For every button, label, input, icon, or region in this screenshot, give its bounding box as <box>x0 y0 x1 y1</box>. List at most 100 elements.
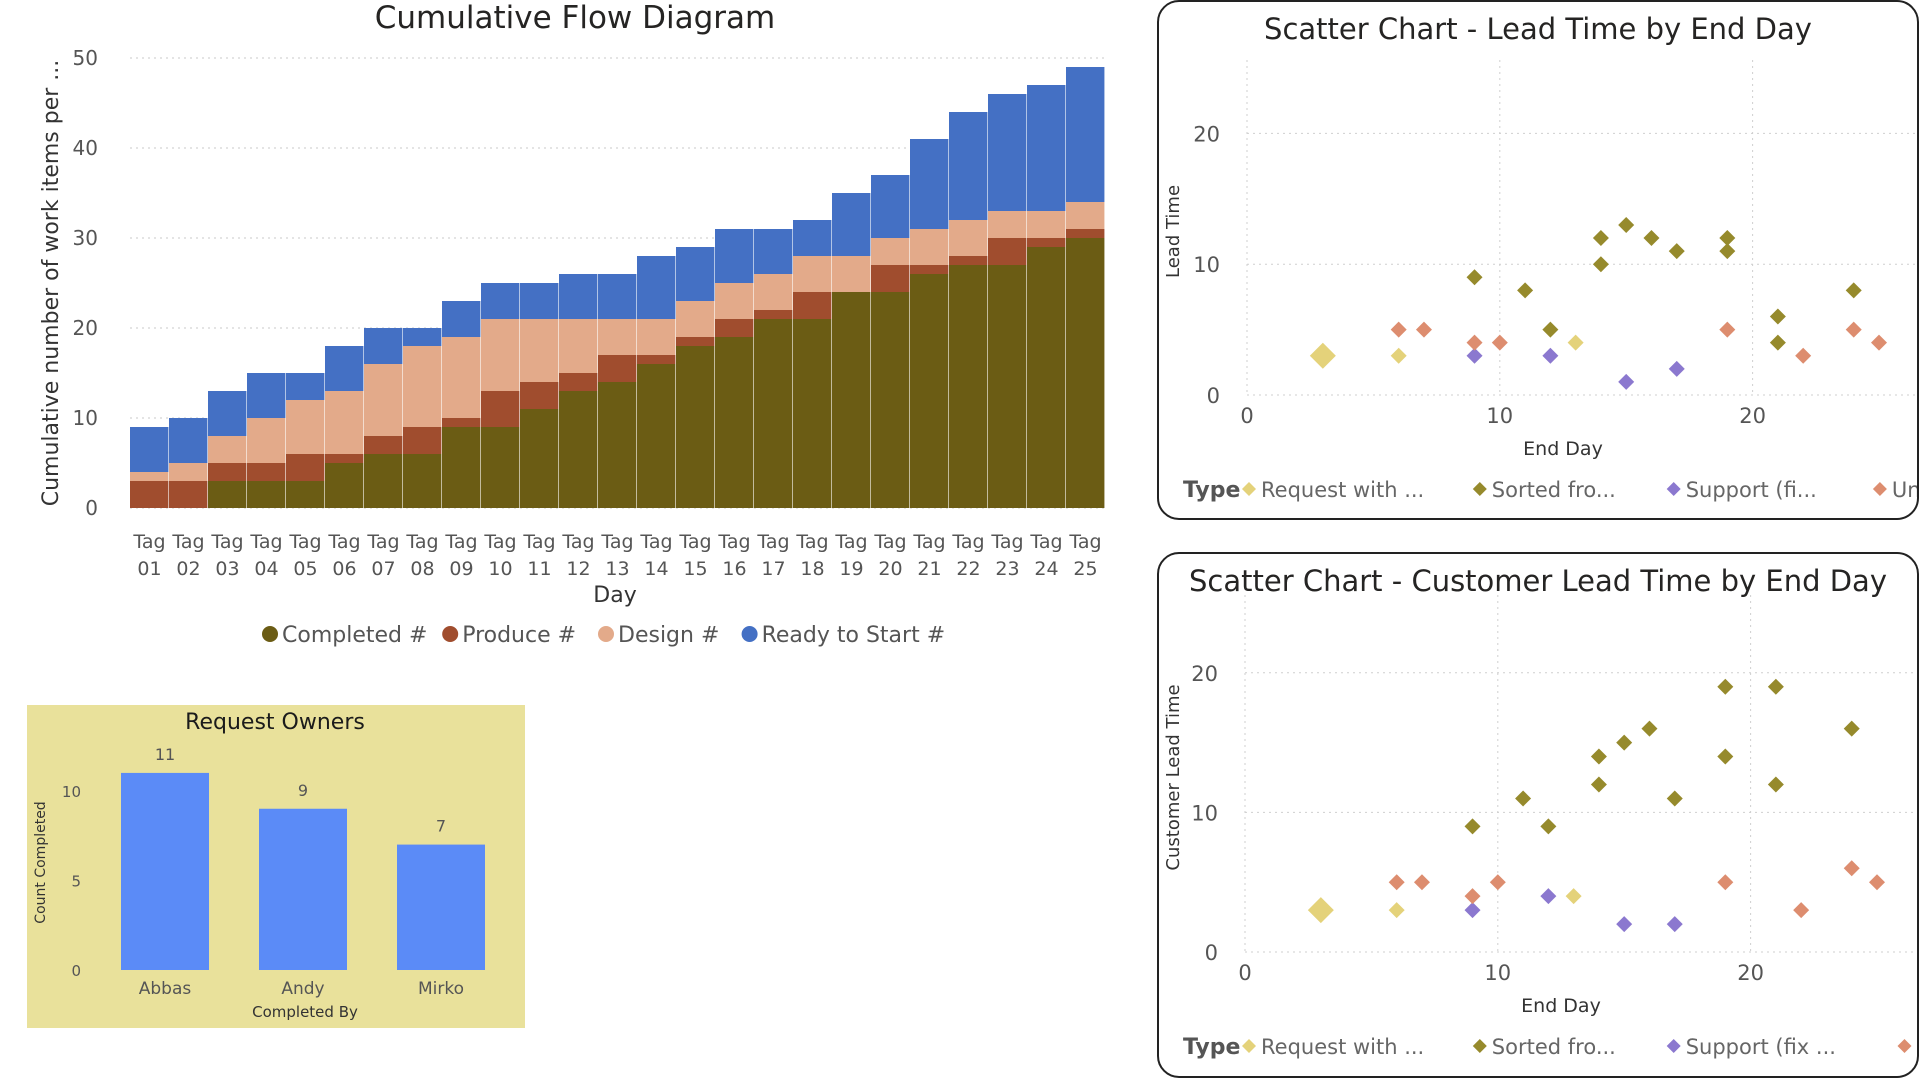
cfd-bar-produce <box>1066 229 1105 238</box>
cfd-bar-ready-to-start <box>832 193 871 256</box>
point-request-with <box>1390 347 1407 364</box>
cfd-bar-design <box>949 220 988 256</box>
cfd-bar-completed <box>325 463 364 508</box>
point-support-fi <box>1668 360 1685 377</box>
legend-marker-request-with <box>1242 482 1256 496</box>
point-unplann <box>1795 347 1812 364</box>
point-support-fi <box>1466 347 1483 364</box>
y-tick-label: 50 <box>73 46 98 70</box>
cfd-bar-produce <box>676 337 715 346</box>
cfd-bar-produce <box>481 391 520 427</box>
legend-label-design: Design # <box>618 623 719 648</box>
cfd-bar-design <box>793 256 832 292</box>
cfd-bar-ready-to-start <box>169 418 208 463</box>
cfd-bar-ready-to-start <box>598 274 637 319</box>
point-sorted-fro <box>1668 243 1685 260</box>
data-label: 11 <box>155 745 175 764</box>
x-tick-label: Tag 22 <box>951 531 984 580</box>
cfd-bar-design <box>988 211 1027 238</box>
cfd-bar-design <box>442 337 481 418</box>
y-tick-label: 10 <box>73 406 98 430</box>
point-unplan <box>1793 902 1810 919</box>
cfd-bar-design <box>832 256 871 292</box>
cfd-bar-completed <box>364 454 403 508</box>
cfd-bar-produce <box>598 355 637 382</box>
point-sorted-fro <box>1767 776 1784 793</box>
cfd-bar-ready-to-start <box>130 427 169 472</box>
y-axis-label: Cumulative number of work items per ... <box>39 60 64 507</box>
cfd-bar-produce <box>754 310 793 319</box>
cfd-bar-produce <box>442 418 481 427</box>
point-support-fix <box>1464 902 1481 919</box>
cfd-bar-produce <box>364 436 403 454</box>
x-tick-label: Tag 10 <box>483 531 516 580</box>
legend-marker-sorted-fro <box>1472 482 1487 496</box>
cfd-bar-produce <box>637 355 676 364</box>
point-sorted-fro <box>1666 790 1683 807</box>
point-sorted-fro <box>1590 776 1607 793</box>
cfd-bar-design <box>286 400 325 454</box>
point-unplann <box>1719 321 1736 338</box>
legend-label-support-fi: Support (fi... <box>1686 478 1817 502</box>
point-unplan <box>1843 860 1860 877</box>
x-tick-label: 10 <box>1486 404 1513 428</box>
x-tick-label: Tag 01 <box>132 531 165 580</box>
point-unplan <box>1413 874 1430 891</box>
x-tick-label: Andy <box>281 979 324 999</box>
y-tick-label: 0 <box>1207 384 1220 408</box>
point-sorted-fro <box>1592 256 1609 273</box>
cfd-bar-design <box>403 346 442 427</box>
legend-label-completed: Completed # <box>282 623 427 648</box>
legend-label-request-with: Request with ... <box>1261 1035 1424 1059</box>
point-sorted-fro <box>1769 308 1786 325</box>
cfd-bar-completed <box>559 391 598 508</box>
cfd-bar-design <box>208 436 247 463</box>
cfd-bar-completed <box>598 382 637 508</box>
point-support-fi <box>1542 347 1559 364</box>
point-unplan <box>1717 874 1734 891</box>
legend-marker-completed <box>262 626 278 642</box>
customer-lead-time-scatter-chart: Scatter Chart - Customer Lead Time by En… <box>1163 564 1918 1060</box>
cfd-bar-ready-to-start <box>793 220 832 256</box>
cfd-bar-completed <box>949 265 988 508</box>
cfd-bar-design <box>715 283 754 319</box>
bar-abbas <box>121 772 209 970</box>
cfd-bar-ready-to-start <box>910 139 949 229</box>
cfd-bar-ready-to-start <box>364 328 403 364</box>
legend-label-request-with: Request with ... <box>1261 478 1424 502</box>
y-tick-label: 20 <box>73 316 98 340</box>
point-request-with <box>1567 334 1584 351</box>
y-tick-label: 20 <box>1193 122 1220 146</box>
cfd-bar-ready-to-start <box>520 283 559 319</box>
point-sorted-fro <box>1466 269 1483 286</box>
x-tick-label: Mirko <box>418 979 464 999</box>
legend-marker-unplann <box>1872 482 1887 496</box>
x-tick-label: 0 <box>1238 961 1251 985</box>
cfd-bar-ready-to-start <box>871 175 910 238</box>
cfd-bar-ready-to-start <box>637 256 676 319</box>
cfd-bar-completed <box>754 319 793 508</box>
legend-label-unplan: Unplan... <box>1917 1035 1918 1059</box>
cfd-bar-completed <box>1027 247 1066 508</box>
chart-title: Scatter Chart - Lead Time by End Day <box>1264 12 1812 46</box>
cfd-bar-completed <box>208 481 247 508</box>
point-unplan <box>1489 874 1506 891</box>
cfd-bar-ready-to-start <box>949 112 988 220</box>
point-sorted-fro <box>1540 818 1557 835</box>
point-sorted-fro <box>1592 230 1609 247</box>
lead-time-scatter-chart: Scatter Chart - Lead Time by End Day 0 10 2… <box>1163 12 1917 503</box>
bar-mirko <box>397 844 485 970</box>
point-sorted-fro <box>1845 282 1862 299</box>
point-request-with <box>1388 902 1405 919</box>
x-tick-label: Tag 07 <box>366 531 399 580</box>
x-tick-label: Tag 23 <box>990 531 1023 580</box>
cfd-bar-completed <box>988 265 1027 508</box>
legend-label-ready-to-start: Ready to Start # <box>762 623 946 648</box>
cfd-bar-design <box>871 238 910 265</box>
x-tick-label: Tag 25 <box>1068 531 1101 580</box>
point-sorted-fro <box>1767 678 1784 695</box>
x-tick-label: Tag 12 <box>561 531 594 580</box>
cfd-bar-design <box>169 463 208 481</box>
cfd-bar-design <box>130 472 169 481</box>
cfd-bar-design <box>676 301 715 337</box>
